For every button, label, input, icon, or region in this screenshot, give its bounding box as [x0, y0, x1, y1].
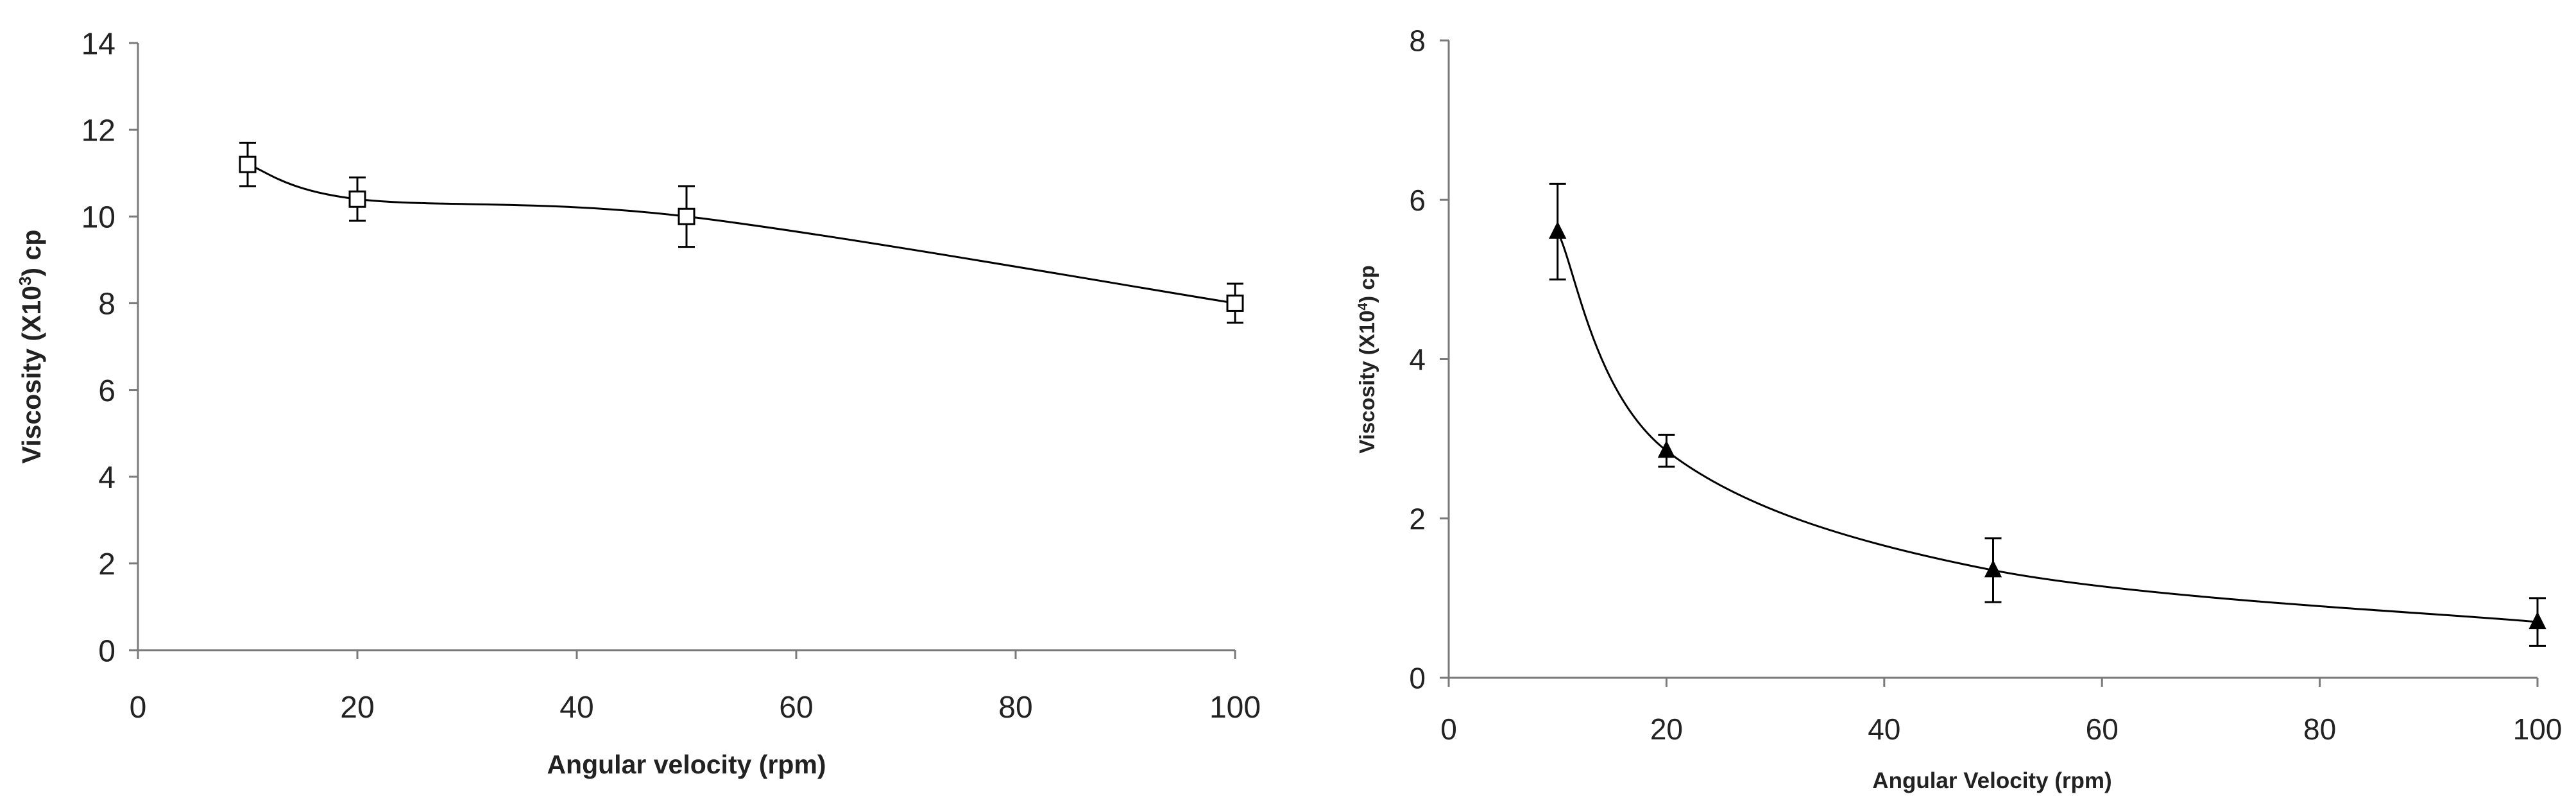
x-tick-label: 40 — [559, 691, 593, 725]
y-axis-title-sup: 4 — [1356, 303, 1370, 311]
y-tick-label: 14 — [81, 27, 115, 61]
data-point-square — [678, 207, 695, 225]
x-tick-label: 60 — [2086, 712, 2119, 746]
data-point-square — [1226, 294, 1244, 312]
y-axis-title: Viscosity (X104) cp — [1355, 265, 1379, 454]
y-tick-label: 2 — [1409, 502, 1426, 535]
series-line — [1557, 231, 2538, 623]
x-tick-label: 80 — [2303, 712, 2336, 746]
x-tick-label: 100 — [2513, 712, 2563, 746]
y-axis-title: Viscosity (X103) cp — [15, 230, 46, 464]
y-tick-label: 6 — [98, 374, 115, 408]
x-axis-title: Angular velocity (rpm) — [547, 750, 826, 779]
y-tick-labels: 0 2 4 6 8 — [1409, 24, 1426, 695]
x-tick-label: 80 — [998, 691, 1032, 725]
y-tick-label: 8 — [98, 288, 115, 322]
error-bars — [1549, 182, 2546, 647]
x-tick-labels: 0 20 40 60 80 100 — [1440, 712, 2562, 746]
y-tick-label: 0 — [98, 634, 115, 668]
y-tick-label: 2 — [98, 547, 115, 582]
x-tick-labels: 0 20 40 60 80 100 — [130, 691, 1261, 725]
error-bars — [239, 141, 1243, 324]
y-tick-labels: 0 2 4 6 8 10 12 14 — [81, 27, 115, 668]
y-tick-label: 4 — [98, 461, 115, 495]
y-axis-title-base: Viscosity (X10 — [1355, 311, 1379, 454]
y-axis-title-sup: 3 — [15, 277, 35, 286]
data-point-triangle — [1984, 560, 2002, 578]
y-tick-label: 6 — [1409, 184, 1426, 217]
x-tick-label: 20 — [1650, 712, 1683, 746]
y-axis-title-tail: ) cp — [17, 230, 46, 277]
x-axis-title: Angular Velocity (rpm) — [1872, 768, 2111, 793]
x-tick-label: 40 — [1868, 712, 1900, 746]
y-axis-title-base: Viscosity (X10 — [17, 286, 46, 463]
y-tick-label: 4 — [1409, 343, 1426, 376]
y-tick-label: 10 — [81, 201, 115, 235]
x-tick-label: 100 — [1209, 691, 1261, 725]
y-tick-label: 0 — [1409, 662, 1426, 695]
axis-ticks — [1440, 39, 2539, 687]
x-tick-label: 60 — [779, 691, 813, 725]
data-markers — [239, 155, 1244, 312]
chart-left-viscosity: 0 2 4 6 8 10 12 14 0 20 40 60 80 100 Angular velocit… — [15, 27, 1261, 779]
data-point-triangle — [2529, 611, 2546, 630]
data-point-square — [348, 190, 366, 208]
series-line — [247, 163, 1236, 304]
x-tick-label: 0 — [1440, 712, 1457, 746]
x-tick-label: 0 — [130, 691, 147, 725]
axis-ticks — [129, 42, 1236, 659]
data-point-square — [239, 155, 257, 173]
data-markers — [1549, 221, 2546, 630]
data-point-triangle — [1657, 440, 1676, 458]
y-tick-label: 8 — [1409, 24, 1426, 58]
data-point-triangle — [1549, 221, 1567, 239]
chart-right-viscosity: 0 2 4 6 8 0 20 40 60 80 100 Angular Velocity (rpm… — [1355, 24, 2562, 793]
x-tick-label: 20 — [340, 691, 374, 725]
y-axis-title-tail: ) cp — [1355, 265, 1379, 303]
y-tick-label: 12 — [81, 114, 115, 148]
